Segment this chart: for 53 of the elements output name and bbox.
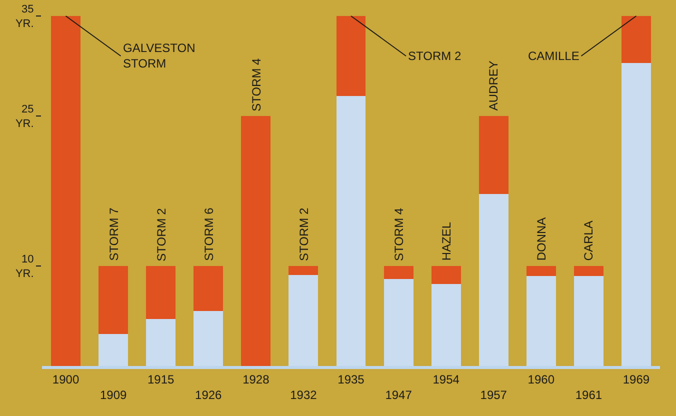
annotation: STORM 2 — [296, 208, 311, 261]
bar — [288, 275, 318, 366]
bar — [288, 266, 318, 275]
bar — [336, 16, 366, 96]
annotation: DONNA — [534, 217, 549, 261]
bar — [98, 266, 128, 334]
bar — [478, 116, 508, 194]
bar — [621, 63, 651, 366]
x-tick-label: 1954 — [432, 372, 460, 386]
y-tick-label: 10 YR. — [15, 254, 34, 280]
annotation: STORM 2 — [408, 49, 462, 63]
bar — [98, 334, 128, 366]
x-tick-label: 1909 — [100, 388, 127, 402]
bar — [384, 266, 414, 279]
bar — [478, 194, 508, 366]
y-tick-label: 25 YR. — [15, 104, 34, 130]
x-tick-label: 1969 — [622, 372, 650, 386]
x-tick-label: 1947 — [385, 388, 412, 402]
bar — [146, 266, 176, 319]
bar — [194, 266, 224, 311]
annotation: STORM 6 — [202, 207, 216, 261]
bar — [526, 266, 556, 276]
annotation: STORM 2 — [154, 208, 168, 262]
x-tick-label: 1935 — [338, 372, 365, 386]
x-tick-label: 1961 — [575, 388, 602, 402]
x-tick-label: 1932 — [290, 388, 318, 402]
annotation: STORM 4 — [249, 58, 264, 112]
bar — [241, 116, 271, 366]
bar — [431, 284, 461, 366]
bar — [336, 96, 366, 366]
bar — [621, 16, 651, 63]
bar — [526, 276, 556, 366]
annotation: STORM 4 — [392, 208, 406, 262]
x-tick-label: 1900 — [52, 372, 80, 386]
bar — [431, 266, 461, 284]
y-tick-label: 35 YR. — [15, 4, 34, 30]
annotation: STORM 7 — [106, 207, 121, 261]
bar — [574, 266, 604, 276]
annotation: HAZEL — [440, 222, 454, 261]
bar — [51, 16, 81, 366]
x-tick-label: 1957 — [480, 388, 508, 402]
x-tick-label: 1928 — [242, 372, 270, 386]
bar — [194, 311, 224, 366]
annotation: CARLA — [582, 220, 596, 261]
bar — [384, 279, 414, 366]
annotation: GALVESTON STORM — [123, 41, 196, 71]
annotation: AUDREY — [486, 60, 501, 111]
bar — [146, 319, 176, 366]
x-tick-label: 1960 — [528, 372, 555, 386]
bar — [574, 276, 604, 366]
x-tick-label: 1926 — [195, 388, 222, 402]
annotation: CAMILLE — [528, 49, 580, 63]
x-tick-label: 1915 — [148, 372, 175, 386]
